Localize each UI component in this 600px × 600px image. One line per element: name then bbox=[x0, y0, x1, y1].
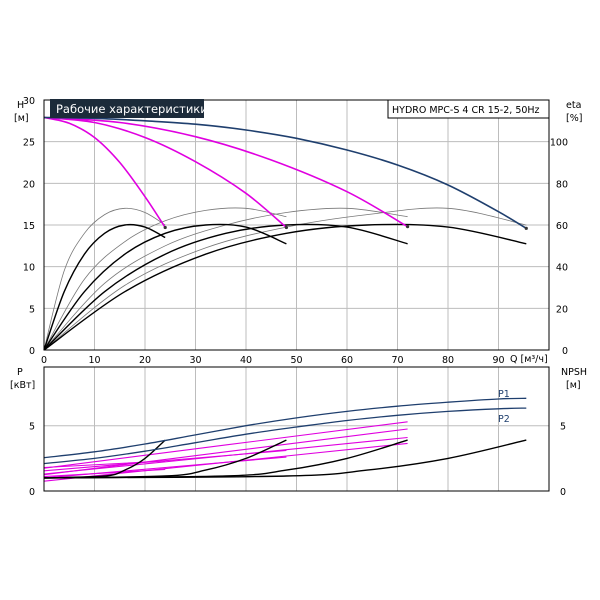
series-label-p1: P1 bbox=[498, 389, 510, 400]
x-axis-label: Q [м³/ч] bbox=[510, 354, 548, 365]
x-tick-label: 20 bbox=[139, 355, 151, 366]
title-banner bbox=[50, 99, 204, 118]
y-left-unit: [м] bbox=[14, 113, 29, 124]
head-chart: 0 10 20 30 40 50 60 70 80 90 0 5 10 15 20 25 30 0 20 40 60 80… bbox=[14, 96, 582, 366]
x-tick-label: 40 bbox=[240, 355, 252, 366]
subtitle-box bbox=[387, 99, 550, 119]
power-npsh-chart: 0 5 0 5 P [кВт] NPSH [м] P1 P2 bbox=[10, 366, 587, 498]
y-left-tick-label: 0 bbox=[29, 346, 35, 357]
y-left-tick-label: 10 bbox=[23, 263, 35, 274]
x-tick-label: 50 bbox=[290, 355, 302, 366]
curve-eta_thin-8 bbox=[43, 207, 166, 351]
x-tick-label: 60 bbox=[341, 355, 353, 366]
y-left-tick-label: 25 bbox=[23, 138, 35, 149]
series-label-p2: P2 bbox=[498, 414, 510, 425]
curve-P_sys-8 bbox=[43, 421, 408, 469]
power-chart-ticks: 0 5 0 5 bbox=[29, 422, 566, 498]
curve-eta-4 bbox=[43, 223, 166, 351]
p-tick-label: 0 bbox=[29, 487, 35, 498]
operating-point bbox=[284, 225, 288, 230]
curve-system-1 bbox=[43, 116, 166, 228]
curve-eta_thin-9 bbox=[43, 207, 287, 351]
curve-P_sys-5 bbox=[43, 456, 287, 479]
curve-eta_thin-10 bbox=[43, 207, 408, 351]
y-right-tick-label: 40 bbox=[556, 263, 568, 274]
curve-P_sys-6 bbox=[43, 436, 408, 475]
y-right-tick-label: 100 bbox=[550, 138, 568, 149]
operating-point bbox=[524, 226, 528, 230]
curve-eta-5 bbox=[43, 223, 287, 351]
y-left-tick-label: 5 bbox=[29, 304, 35, 315]
operating-point bbox=[163, 225, 167, 230]
x-tick-label: 90 bbox=[492, 355, 504, 366]
p-tick-label: 5 bbox=[29, 422, 35, 433]
x-tick-label: 80 bbox=[442, 355, 454, 366]
npsh-tick-label: 5 bbox=[560, 422, 566, 433]
curve-system-3 bbox=[43, 116, 409, 228]
power-chart-curves bbox=[43, 397, 527, 482]
power-chart-frame bbox=[43, 366, 550, 492]
curve-NPSH-13 bbox=[43, 439, 527, 479]
y-right-tick-label: 60 bbox=[556, 221, 568, 232]
y-right-label: eta bbox=[566, 100, 581, 111]
y-right-unit: [%] bbox=[566, 113, 582, 124]
curve-eta-7 bbox=[43, 223, 527, 351]
curve-system-2 bbox=[43, 116, 287, 229]
p-axis-label: P bbox=[17, 367, 23, 378]
x-tick-label: 0 bbox=[41, 355, 47, 366]
npsh-tick-label: 0 bbox=[560, 487, 566, 498]
head-chart-ticks: 0 10 20 30 40 50 60 70 80 90 0 5 10 15 20 25 30 0 20 40 60 80… bbox=[23, 96, 568, 366]
y-right-tick-label: 80 bbox=[556, 179, 568, 190]
y-left-tick-label: 20 bbox=[23, 179, 35, 190]
chart-subtitle: HYDRO MPC-S 4 CR 15-2, 50Hz bbox=[392, 105, 540, 116]
y-left-tick-label: 30 bbox=[23, 96, 35, 107]
curve-H-0 bbox=[43, 116, 527, 229]
head-chart-curves bbox=[43, 116, 528, 351]
curve-eta_thin-11 bbox=[43, 207, 527, 351]
npsh-axis-unit: [м] bbox=[566, 380, 581, 391]
curve-P_sys-9 bbox=[43, 428, 408, 476]
p-axis-unit: [кВт] bbox=[10, 380, 35, 391]
y-left-label: H bbox=[17, 100, 24, 111]
npsh-axis-label: NPSH bbox=[561, 367, 587, 378]
y-left-tick-label: 15 bbox=[23, 221, 35, 232]
chart-title: Рабочие характеристики bbox=[56, 102, 208, 116]
operating-point bbox=[406, 225, 410, 229]
x-tick-label: 30 bbox=[189, 355, 201, 366]
x-tick-label: 10 bbox=[88, 355, 100, 366]
head-chart-frame bbox=[43, 99, 550, 351]
y-right-tick-label: 0 bbox=[562, 346, 568, 357]
curve-P-0 bbox=[43, 397, 527, 459]
curve-P-1 bbox=[43, 407, 527, 465]
y-right-tick-label: 20 bbox=[556, 304, 568, 315]
curve-eta-6 bbox=[43, 223, 408, 351]
x-tick-label: 70 bbox=[391, 355, 403, 366]
